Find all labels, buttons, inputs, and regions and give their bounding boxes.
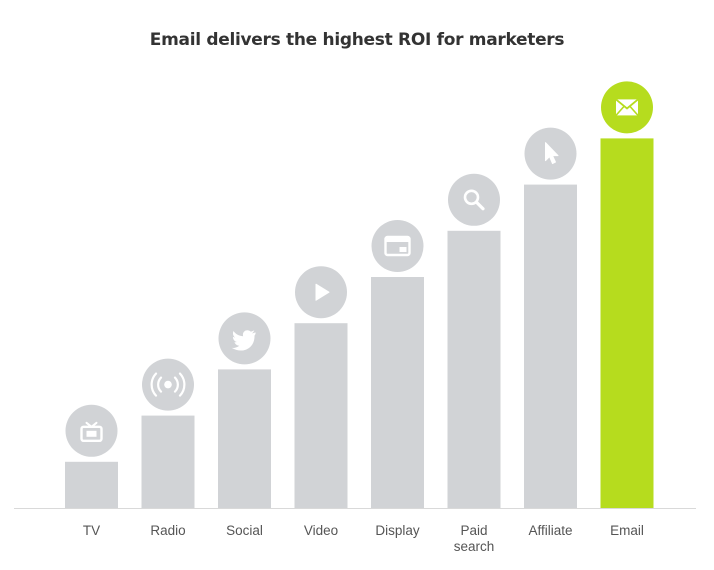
bar-1: [141, 415, 195, 508]
x-tick-label-5-line-1: search: [454, 539, 495, 554]
bar-3: [294, 323, 348, 508]
play-icon: [295, 266, 347, 319]
radio-broadcast-icon: [142, 358, 194, 411]
envelope-icon: [601, 81, 653, 134]
search-icon: [448, 173, 500, 226]
browser-window-icon: [371, 220, 424, 272]
chart-title: Email delivers the highest ROI for marke…: [149, 30, 565, 50]
x-tick-label-5-line-0: Paid: [460, 523, 487, 538]
bar-4: [371, 277, 424, 508]
x-tick-label-2: Social: [226, 523, 263, 538]
tv-icon: [65, 404, 118, 457]
x-tick-label-6: Affiliate: [528, 523, 572, 538]
x-tick-label-0: TV: [83, 523, 100, 538]
bar-5: [447, 230, 501, 509]
bar-2: [218, 369, 271, 508]
bar-6: [524, 184, 577, 508]
bar-7: [600, 138, 654, 508]
x-tick-label-3: Video: [304, 523, 338, 538]
x-tick-label-1: Radio: [150, 523, 185, 538]
bar-0: [65, 461, 118, 508]
twitter-bird-icon: [218, 312, 271, 365]
x-tick-label-7: Email: [610, 523, 644, 538]
cursor-pointer-icon: [524, 127, 577, 180]
x-tick-label-4: Display: [375, 523, 420, 538]
